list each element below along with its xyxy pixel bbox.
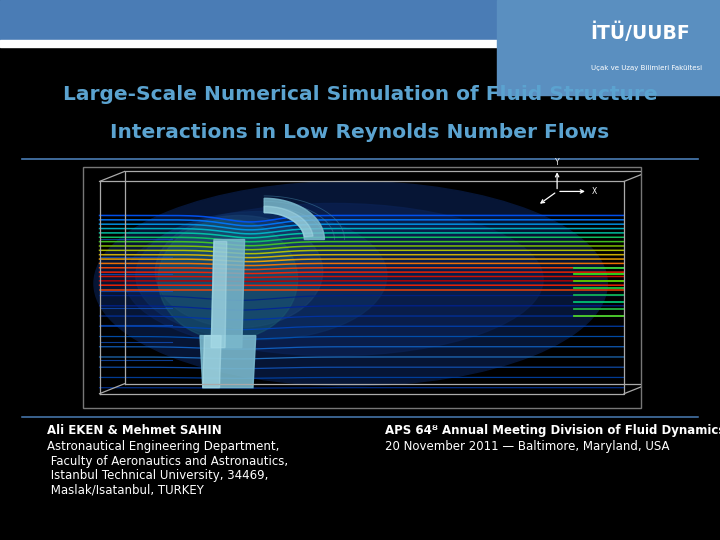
Ellipse shape (125, 204, 543, 356)
Polygon shape (264, 198, 325, 240)
Ellipse shape (158, 219, 297, 340)
Text: Interactions in Low Reynolds Number Flows: Interactions in Low Reynolds Number Flow… (110, 123, 610, 142)
Ellipse shape (156, 215, 323, 328)
Bar (83, 167, 641, 408)
Text: Faculty of Aeronautics and Astronautics,: Faculty of Aeronautics and Astronautics, (47, 455, 288, 468)
Bar (497, 0, 720, 94)
Polygon shape (211, 240, 245, 348)
Text: Maslak/Isatanbul, TURKEY: Maslak/Isatanbul, TURKEY (47, 484, 204, 497)
Text: X: X (592, 187, 597, 196)
Ellipse shape (136, 212, 387, 340)
Polygon shape (203, 335, 221, 388)
Text: İTÜ/UUBF: İTÜ/UUBF (590, 23, 690, 43)
Polygon shape (211, 241, 227, 348)
Text: Y: Y (555, 158, 559, 167)
Bar (0, 0, 720, 40)
Text: Uçak ve Uzay Bilimleri Fakültesi: Uçak ve Uzay Bilimleri Fakültesi (590, 65, 702, 71)
Bar (0, 40, 720, 47)
Text: Astronautical Engineering Department,: Astronautical Engineering Department, (47, 440, 279, 453)
Polygon shape (200, 335, 256, 388)
Text: Large-Scale Numerical Simulation of Fluid Structure: Large-Scale Numerical Simulation of Flui… (63, 85, 657, 104)
Text: APS 64ᴽ Annual Meeting Division of Fluid Dynamics: APS 64ᴽ Annual Meeting Division of Fluid… (385, 424, 720, 437)
Text: Istanbul Technical University, 34469,: Istanbul Technical University, 34469, (47, 469, 268, 482)
Polygon shape (264, 206, 313, 237)
Text: 20 November 2011 — Baltimore, Maryland, USA: 20 November 2011 — Baltimore, Maryland, … (385, 440, 670, 453)
Ellipse shape (94, 181, 608, 386)
Text: Ali EKEN & Mehmet SAHIN: Ali EKEN & Mehmet SAHIN (47, 424, 222, 437)
